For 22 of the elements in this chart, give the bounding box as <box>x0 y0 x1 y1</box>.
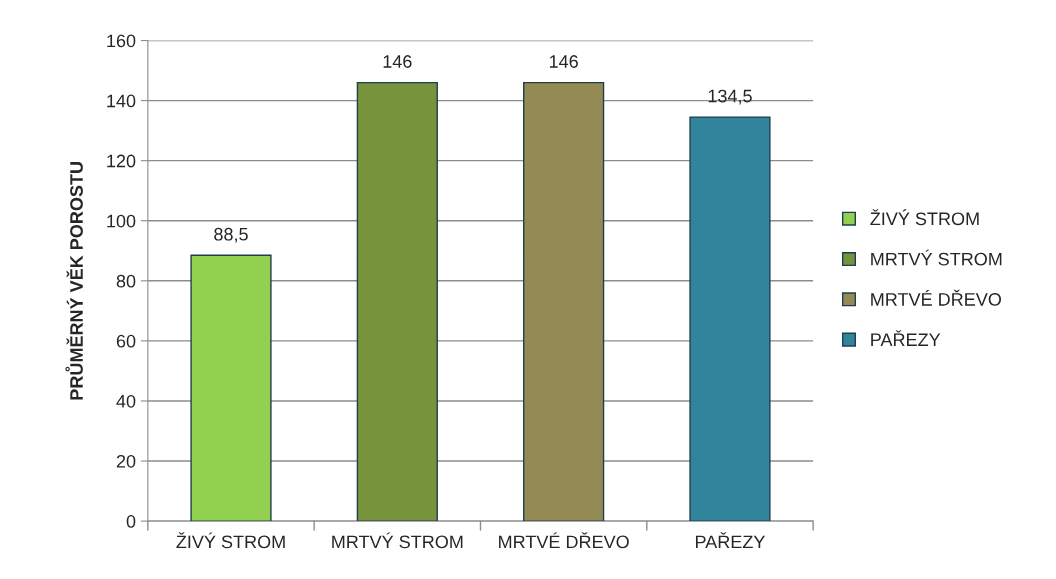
y-tick-label: 80 <box>116 274 136 288</box>
y-tick-label: 100 <box>107 214 136 228</box>
data-label: 146 <box>383 55 412 68</box>
x-tick-label: MRTVÉ DŘEVO <box>499 532 629 549</box>
y-tick-label: 140 <box>107 94 136 108</box>
y-tick-label: 40 <box>116 394 136 408</box>
y-tick-label: 160 <box>107 34 136 48</box>
legend-label: MRTVÝ STROM <box>871 249 1002 266</box>
x-tick-label: ŽIVÝ STROM <box>176 532 285 549</box>
y-axis-title: PRŮMĚRNÝ VĚK POROSTU <box>65 162 83 400</box>
legend-label: MRTVÉ DŘEVO <box>871 289 1001 306</box>
x-tick-label: PAŘEZY <box>695 532 766 549</box>
data-label: 88,5 <box>214 227 248 243</box>
y-tick-label: 60 <box>116 334 136 348</box>
y-tick-label: 0 <box>126 515 136 528</box>
y-tick-label: 20 <box>116 454 136 468</box>
legend-label: ŽIVÝ STROM <box>870 209 979 226</box>
legend-label: PAŘEZY <box>871 330 941 346</box>
y-tick-label: 120 <box>107 154 136 168</box>
data-label: 146 <box>549 55 578 68</box>
x-tick-label: MRTVÝ STROM <box>332 532 463 549</box>
data-label: 134,5 <box>708 89 752 105</box>
